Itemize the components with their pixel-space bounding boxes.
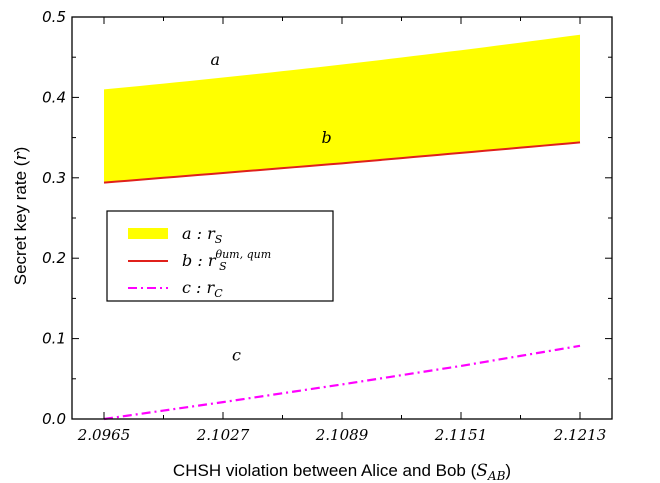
annotation-b: b <box>322 128 332 147</box>
series-a-band <box>104 34 580 183</box>
y-tick-label-4: 0.4 <box>42 88 66 106</box>
legend-label-a: a : rS <box>182 224 223 246</box>
y-tick-label-3: 0.3 <box>42 169 66 187</box>
legend: a : rSb : rθum, qum S c : rC <box>106 210 334 302</box>
x-tick-label-0: 2.0965 <box>77 426 131 444</box>
y-tick-label-5: 0.5 <box>42 8 66 26</box>
x-tick-label-4: 2.1213 <box>553 426 607 444</box>
x-tick-label-3: 2.1151 <box>434 426 488 444</box>
legend-box <box>106 210 334 302</box>
legend-label-c: c : rC <box>182 278 223 300</box>
y-axis-label: Secret key rate (r) <box>11 147 31 286</box>
series-c-line <box>103 344 581 421</box>
annotation-a: a <box>211 50 221 69</box>
x-axis-label: CHSH violation between Alice and Bob (SA… <box>173 461 511 483</box>
y-tick-label-2: 0.2 <box>42 249 66 267</box>
y-tick-label-0: 0.0 <box>42 410 66 428</box>
annotation-c: c <box>232 345 241 364</box>
legend-label-b: b : rθum, qum S <box>182 248 271 273</box>
y-tick-label-1: 0.1 <box>42 330 66 348</box>
legend-swatch-a <box>128 228 168 239</box>
x-tick-label-2: 2.1089 <box>315 426 369 444</box>
axes: 0.0 0.1 0.2 0.3 0.4 0.5 2.0965 2.1027 2.1089 2.11… <box>42 8 613 444</box>
x-tick-label-1: 2.1027 <box>196 426 250 444</box>
series-b-line <box>103 141 581 184</box>
